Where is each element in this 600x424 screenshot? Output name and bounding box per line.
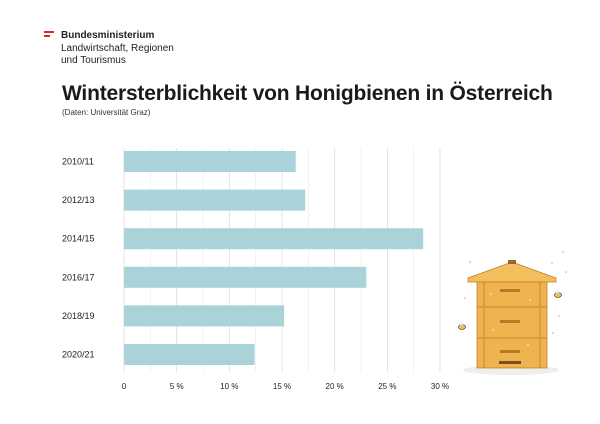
bar (124, 305, 285, 327)
x-tick-label: 30 % (431, 382, 449, 391)
bars (124, 151, 424, 365)
chart-title: Wintersterblichkeit von Honigbienen in Ö… (62, 82, 553, 105)
austria-flag-icon (44, 31, 54, 39)
category-label: 2014/15 (62, 234, 95, 244)
bee-icon (554, 290, 562, 298)
bar (124, 151, 296, 172)
x-tick-label: 0 (122, 382, 127, 391)
x-tick-label: 10 % (220, 382, 238, 391)
x-tick-label: 20 % (326, 382, 344, 391)
category-label: 2016/17 (62, 272, 95, 282)
bee-icon (458, 322, 466, 330)
bar (124, 189, 306, 211)
x-tick-label: 15 % (273, 382, 291, 391)
grid-lines (123, 148, 441, 372)
beehive-icon (458, 251, 567, 375)
chart-source: (Daten: Universität Graz) (62, 108, 151, 117)
bar (124, 228, 424, 250)
category-label: 2020/21 (62, 350, 95, 360)
category-label: 2010/11 (62, 157, 94, 167)
category-labels: 2010/11 2012/13 2014/15 2016/17 2018/19 2020/… (62, 157, 95, 360)
category-label: 2012/13 (62, 195, 95, 205)
bar (124, 344, 255, 365)
x-axis-tick-labels: 0 5 % 10 % 15 % 20 % 25 % 30 % (122, 382, 449, 391)
ministry-name-line-3: und Tourismus (61, 55, 126, 66)
ministry-name-line-1: Bundesministerium (61, 30, 155, 41)
x-tick-label: 5 % (170, 382, 184, 391)
bar (124, 266, 367, 288)
ministry-name-line-2: Landwirtschaft, Regionen (61, 42, 174, 54)
category-label: 2018/19 (62, 311, 95, 321)
x-tick-label: 25 % (378, 382, 396, 391)
